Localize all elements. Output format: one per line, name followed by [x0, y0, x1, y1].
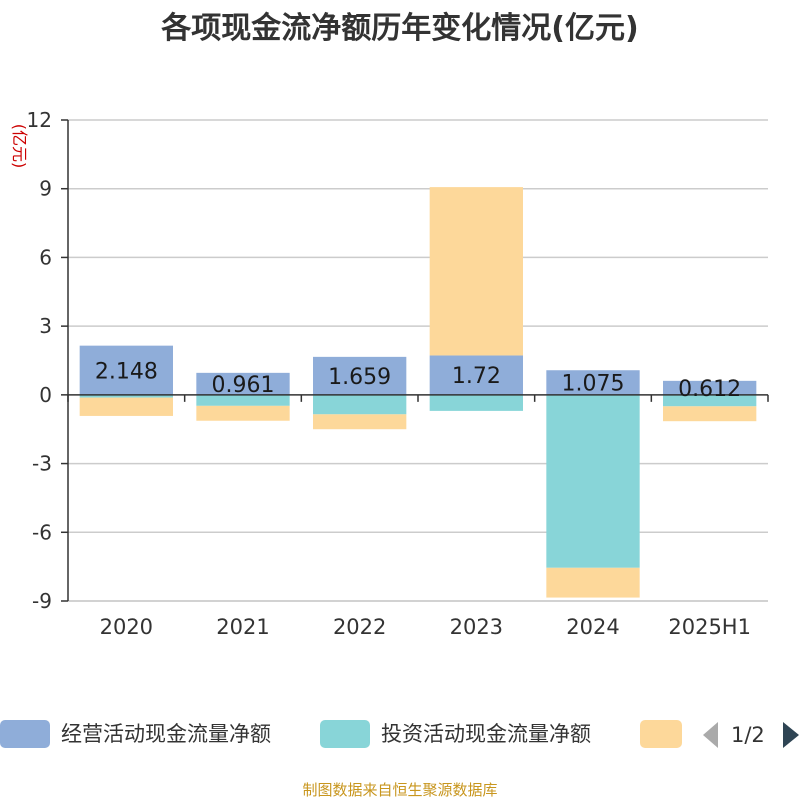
data-label-operating-2020: 2.148 — [95, 359, 158, 384]
data-label-operating-2022: 1.659 — [328, 365, 391, 390]
legend-swatch-operating[interactable] — [0, 720, 50, 748]
data-label-operating-2024: 1.075 — [562, 372, 625, 397]
legend-swatch-investing[interactable] — [320, 720, 370, 748]
legend-label-operating[interactable]: 经营活动现金流量净额 — [61, 722, 271, 746]
data-label-operating-2025H1: 0.612 — [678, 377, 741, 402]
y-tick-label: 9 — [39, 177, 52, 201]
x-tick-label: 2020 — [100, 615, 153, 639]
bar-financing-2022[interactable] — [313, 414, 407, 430]
bar-financing-2023[interactable] — [429, 187, 523, 356]
axes: 12 9 6 3 0 -3 -6 -9 2020 2021 2022 2023 2024 2025H1 — [27, 108, 769, 639]
data-labels: 2.148 0.961 1.659 1.72 1.075 0.612 — [95, 359, 741, 402]
gridlines — [68, 119, 768, 602]
chart-title: 各项现金流净额历年变化情况(亿元) — [160, 11, 638, 46]
bars — [79, 187, 757, 598]
bar-operating-2025H1[interactable] — [663, 380, 757, 395]
x-tick-label: 2024 — [566, 615, 619, 639]
x-tick-label: 2021 — [216, 615, 269, 639]
data-label-operating-2021: 0.961 — [212, 373, 275, 398]
bar-investing-2020[interactable] — [79, 394, 173, 398]
x-tick-label: 2023 — [450, 615, 503, 639]
bar-investing-2024[interactable] — [546, 394, 640, 568]
bar-investing-2022[interactable] — [313, 394, 407, 415]
legend-next-page-icon[interactable] — [783, 722, 799, 748]
bar-financing-2025H1[interactable] — [663, 406, 757, 422]
y-tick-label: -9 — [32, 589, 52, 613]
y-tick-label: -3 — [32, 452, 52, 476]
bar-investing-2021[interactable] — [196, 394, 290, 406]
legend: 经营活动现金流量净额 投资活动现金流量净额 1/2 — [0, 720, 799, 748]
bar-operating-2024[interactable] — [546, 370, 640, 395]
legend-prev-page-icon[interactable] — [703, 722, 718, 748]
data-label-operating-2023: 1.72 — [452, 364, 501, 389]
bar-financing-2024[interactable] — [546, 567, 640, 598]
bar-investing-2025H1[interactable] — [663, 394, 757, 407]
x-tick-label: 2022 — [333, 615, 386, 639]
bar-operating-2023[interactable] — [429, 355, 523, 395]
bar-operating-2021[interactable] — [196, 372, 290, 395]
bar-financing-2020[interactable] — [79, 397, 173, 416]
legend-label-investing[interactable]: 投资活动现金流量净额 — [381, 722, 591, 746]
bar-financing-2021[interactable] — [196, 405, 290, 421]
bar-operating-2020[interactable] — [79, 345, 173, 395]
legend-page-indicator: 1/2 — [731, 723, 765, 747]
y-tick-label: 6 — [39, 245, 52, 269]
y-axis-label: (亿元) — [10, 124, 29, 169]
bar-operating-2022[interactable] — [313, 356, 407, 395]
x-tick-label: 2025H1 — [668, 615, 751, 639]
legend-swatch-financing[interactable] — [640, 720, 682, 748]
bar-investing-2023[interactable] — [429, 394, 523, 411]
y-tick-label: 3 — [39, 314, 52, 338]
y-tick-label: -6 — [32, 520, 52, 544]
y-tick-label: 0 — [39, 383, 52, 407]
data-source-note: 制图数据来自恒生聚源数据库 — [302, 781, 497, 799]
y-tick-label: 12 — [27, 108, 52, 132]
